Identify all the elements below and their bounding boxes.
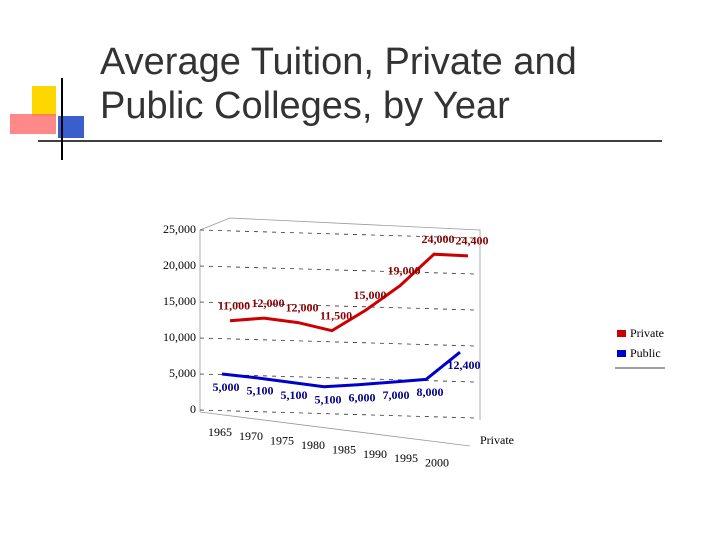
data-label: 24,000	[422, 232, 455, 246]
x-tick-label: 1995	[394, 451, 418, 465]
grid-line	[199, 409, 476, 419]
floor-edge	[199, 411, 471, 447]
grid-line	[199, 337, 476, 347]
data-label: 12,400	[448, 358, 481, 372]
legend-swatch	[617, 350, 626, 357]
back-wall	[199, 217, 481, 420]
series-line	[221, 351, 461, 389]
legend-swatch	[617, 330, 626, 337]
y-tick-label: 15,000	[163, 294, 196, 308]
y-tick-label: 20,000	[163, 258, 196, 272]
x-tick-label: 1985	[332, 442, 356, 456]
deco-square	[58, 116, 84, 138]
series-line	[229, 252, 469, 333]
x-tick-label: 1980	[301, 438, 325, 452]
x-tick-label: 1990	[363, 447, 387, 461]
grid-line	[199, 265, 476, 275]
slide-title: Average Tuition, Private and Public Coll…	[100, 41, 577, 127]
x-tick-label: 1975	[270, 434, 294, 448]
data-label: 24,400	[456, 234, 489, 248]
data-label: 5,100	[281, 388, 308, 402]
deco-square	[10, 114, 56, 134]
legend-label: Public	[630, 346, 661, 360]
y-tick-label: 5,000	[169, 366, 196, 380]
data-label: 8,000	[417, 385, 444, 399]
data-label: 7,000	[383, 388, 410, 402]
data-label: 19,000	[388, 263, 421, 277]
x-tick-label: 2000	[425, 456, 449, 470]
data-label: 6,000	[349, 391, 376, 405]
data-label: 5,000	[213, 380, 240, 394]
x-tick-label: 1970	[239, 429, 263, 443]
data-label: 11,000	[218, 299, 250, 313]
x-tick-label: 1965	[208, 425, 232, 439]
data-label: 5,100	[315, 393, 342, 407]
grid-line	[199, 301, 476, 311]
data-label: 12,000	[252, 296, 285, 310]
data-label: 11,500	[320, 308, 352, 322]
data-label: 5,100	[247, 384, 274, 398]
legend-label: Private	[630, 326, 664, 340]
deco-square	[32, 86, 56, 116]
y-tick-label: 10,000	[163, 330, 196, 344]
y-tick-label: 0	[190, 402, 196, 416]
y-tick-label: 25,000	[163, 222, 196, 236]
data-label: 15,000	[354, 288, 387, 302]
depth-label: Private	[480, 433, 514, 447]
grid-line	[199, 229, 476, 239]
data-label: 12,000	[286, 300, 319, 314]
